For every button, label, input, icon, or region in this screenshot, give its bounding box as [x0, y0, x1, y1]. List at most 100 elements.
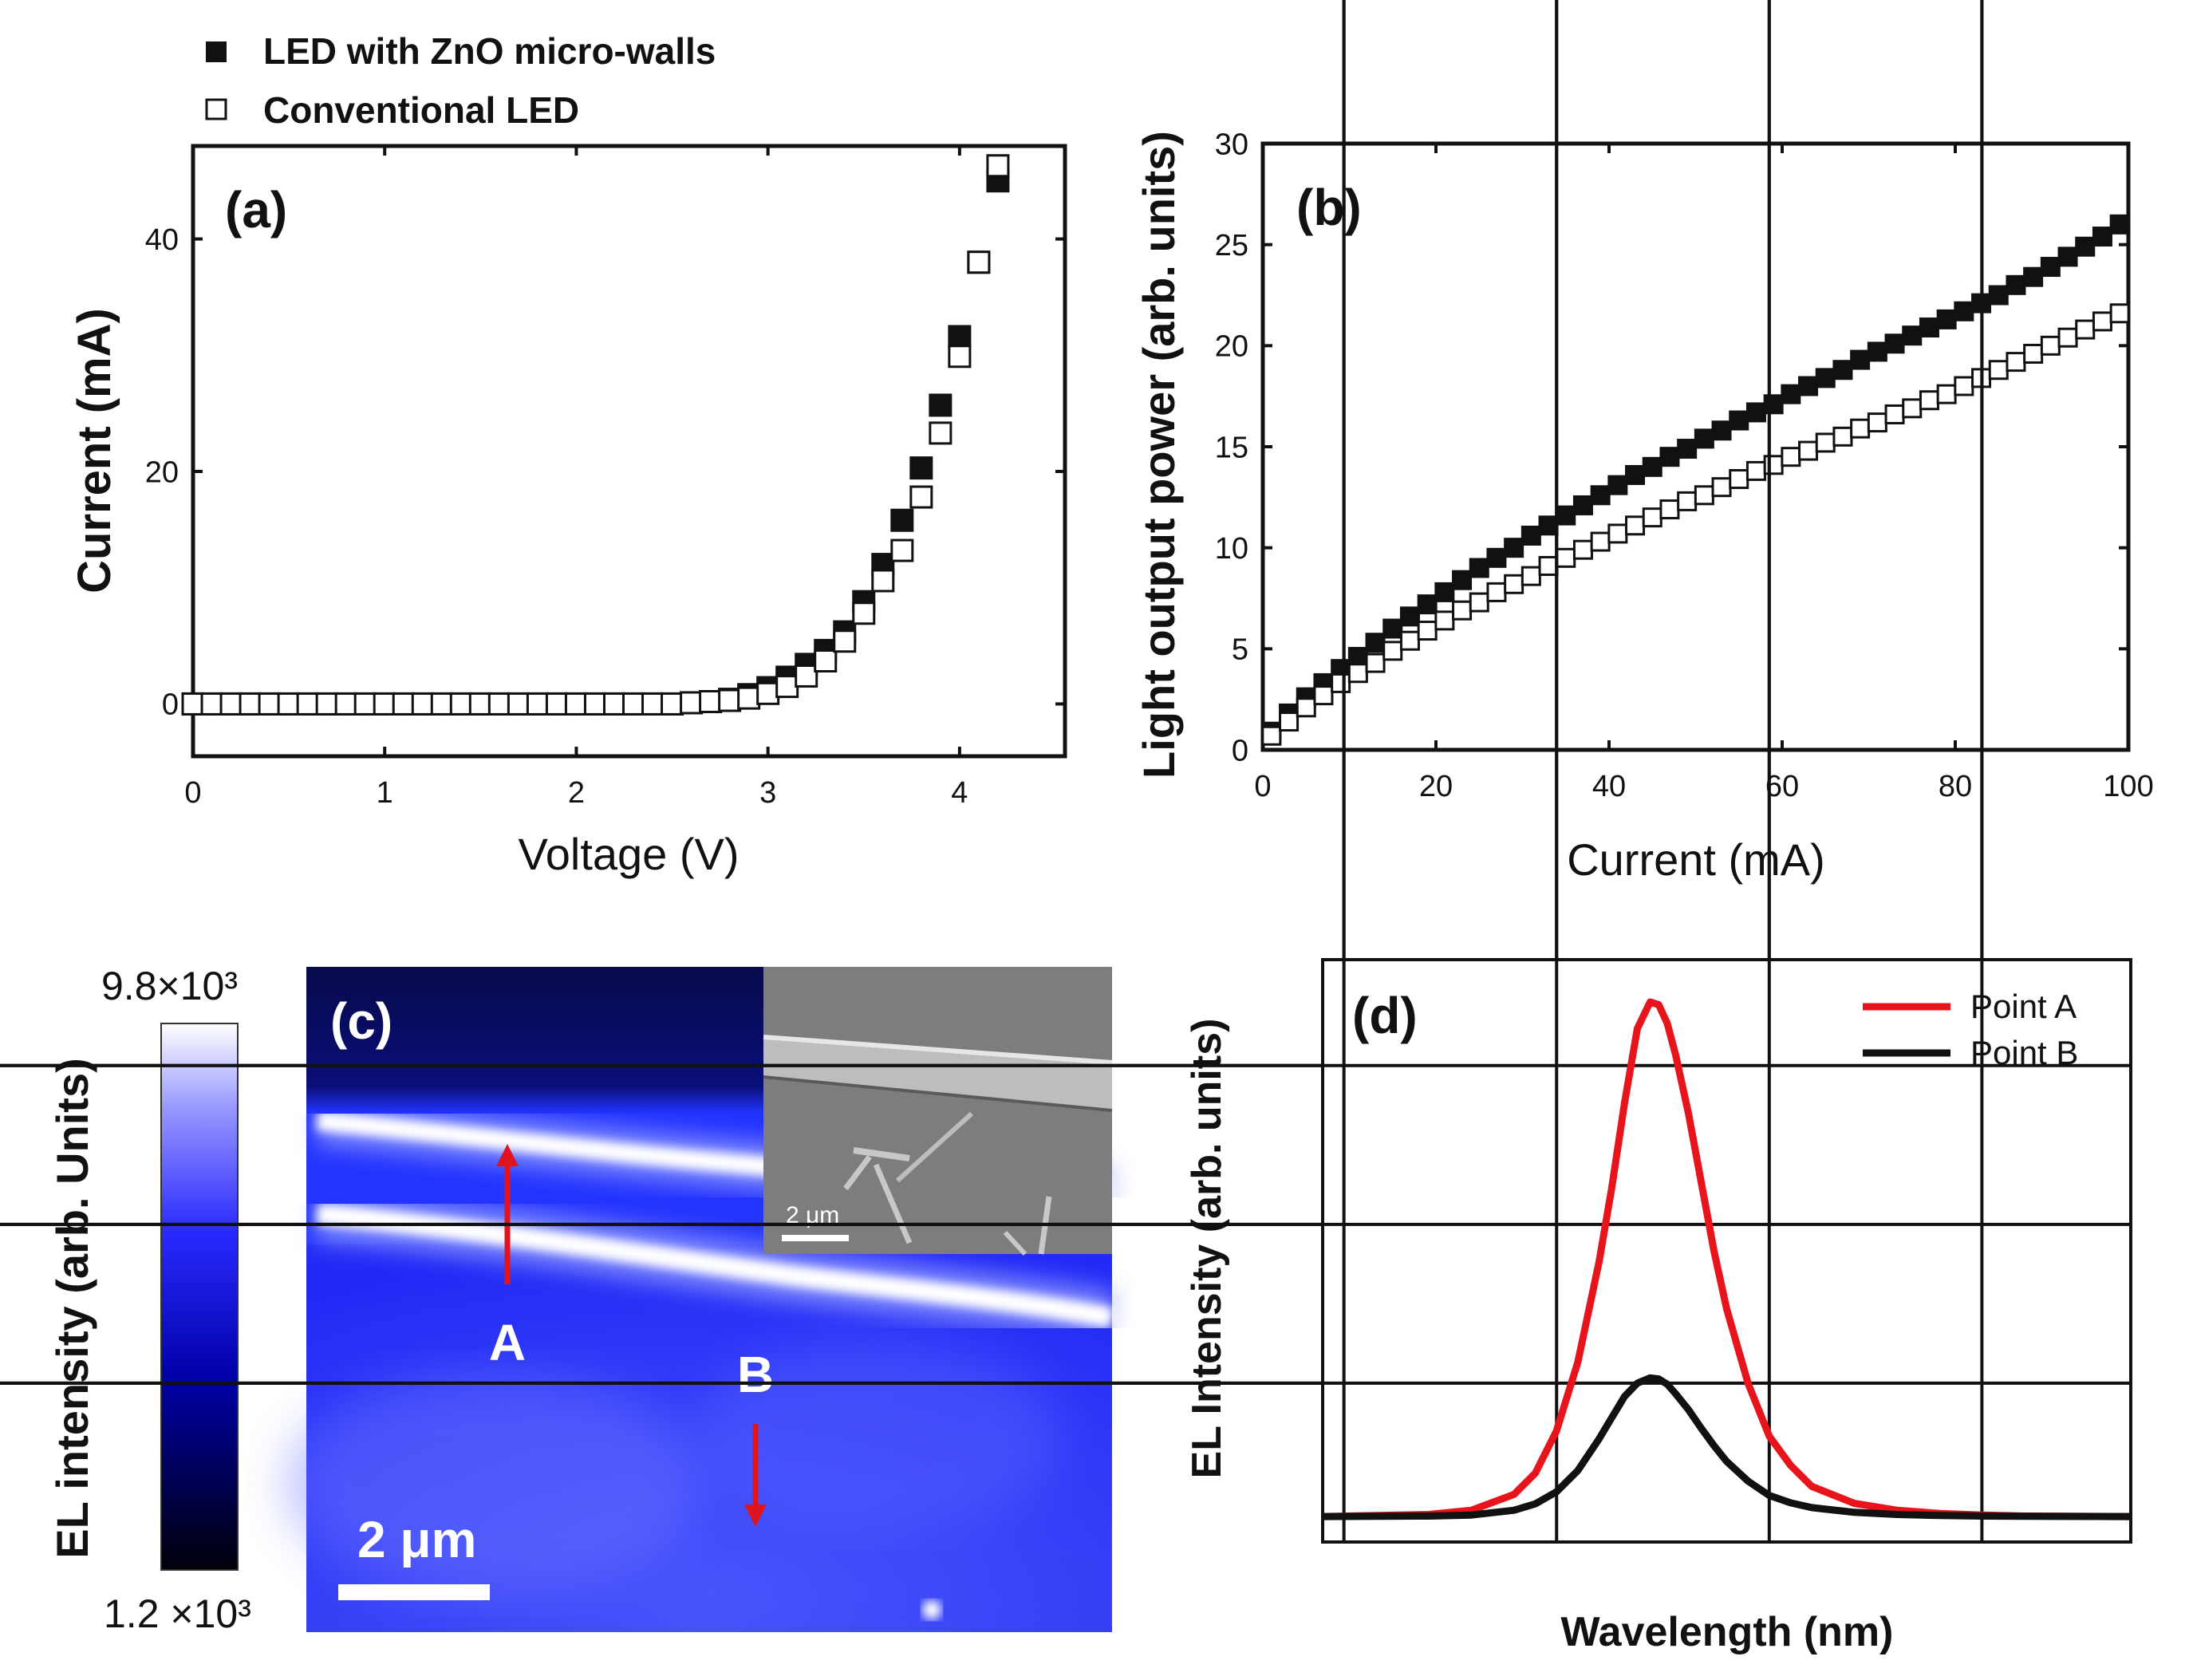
y-tick-label: 0 [162, 688, 179, 722]
point-zno [1850, 349, 1871, 370]
point-conventional [1745, 460, 1766, 481]
point-conventional [929, 421, 953, 445]
point-conventional [1677, 491, 1698, 511]
el-map-wall-lower [316, 1204, 1114, 1328]
point-conventional [487, 692, 511, 716]
sem-inset-rod-4 [895, 1111, 974, 1183]
point-zno [1988, 285, 2009, 306]
sem-inset-rod-3 [873, 1163, 913, 1244]
point-conventional [468, 692, 492, 716]
point-zno [1520, 525, 1541, 546]
x-tick-label: 40 [1592, 770, 1626, 803]
sem-inset-scalebar [782, 1235, 849, 1241]
point-conventional [296, 692, 320, 716]
point-zno [2023, 266, 2044, 287]
point-conventional [219, 692, 243, 716]
point-zno [1642, 456, 1662, 477]
point-conventional [775, 675, 799, 699]
point-conventional [1902, 398, 1923, 419]
point-zno [1884, 333, 1905, 354]
point-zno [1538, 515, 1559, 536]
point-conventional [718, 688, 742, 712]
point-zno [1347, 646, 1368, 667]
panel-a-frame [191, 144, 1067, 759]
point-conventional [2075, 319, 2096, 340]
point-conventional [699, 690, 723, 714]
colorbar-min-label: 1.2 ×10³ [104, 1591, 251, 1636]
point-zno [2040, 257, 2061, 278]
point-conventional [507, 692, 530, 716]
legend-marker-open [205, 98, 227, 120]
point-conventional [1867, 412, 1887, 433]
point-conventional [602, 692, 626, 716]
y-tick-label: 20 [145, 455, 179, 489]
point-conventional [1331, 672, 1351, 693]
x-tick-label: 4 [951, 776, 968, 810]
x-tick-label: 0 [184, 776, 201, 810]
point-conventional [1572, 539, 1593, 560]
panel-d-lines [1322, 998, 2132, 1520]
point-zno [1469, 558, 1489, 578]
point-zno [1815, 368, 1836, 388]
y-tick-label: 0 [1232, 734, 1248, 767]
panel-a-ylabel: Current (mA) [69, 308, 120, 594]
point-conventional [564, 692, 588, 716]
point-conventional [1382, 641, 1403, 661]
point-conventional [1884, 404, 1905, 424]
point-zno [1607, 475, 1628, 495]
label-point-a: A [489, 1314, 526, 1371]
point-zno [1556, 505, 1576, 526]
point-conventional [909, 485, 933, 509]
panel-d-legend: Point A Point B [1863, 988, 2078, 1071]
point-conventional [526, 692, 550, 716]
point-conventional [680, 691, 704, 715]
y-tick-label: 10 [1215, 532, 1248, 566]
series-line-point-a [1322, 998, 2132, 1520]
point-zno [1867, 341, 1887, 362]
panel-d-ticks: 400450500550300060009000 [0, 0, 2131, 1542]
panel-a-xlabel: Voltage (V) [518, 829, 739, 879]
point-conventional [1538, 555, 1559, 576]
panel-b-xlabel: Current (mA) [1567, 834, 1825, 885]
point-conventional [1452, 600, 1473, 621]
x-tick-label: 500 [1758, 0, 1780, 3]
point-conventional [2057, 327, 2078, 348]
point-conventional [1781, 447, 1801, 467]
point-zno [1798, 376, 1819, 396]
point-conventional [814, 649, 838, 673]
point-conventional [1590, 531, 1611, 552]
point-zno [1832, 360, 1853, 381]
point-conventional [833, 629, 857, 653]
y-tick-label: 15 [1215, 431, 1248, 464]
x-tick-label: 450 [1546, 0, 1568, 3]
point-zno [2109, 214, 2130, 235]
point-conventional [392, 692, 416, 716]
sem-inset-rod-6 [1003, 1230, 1027, 1256]
point-conventional [890, 538, 914, 562]
point-conventional [1729, 469, 1749, 490]
point-conventional [1642, 507, 1662, 528]
sem-inset-wall-edge-lower [763, 1075, 1113, 1112]
y-tick-label: 20 [1215, 330, 1248, 364]
panel-a-points [181, 154, 1010, 716]
point-conventional [334, 692, 358, 716]
point-zno [1625, 464, 1646, 485]
panel-c-tag: (c) [330, 992, 392, 1050]
point-conventional [181, 692, 205, 716]
point-conventional [1815, 432, 1836, 453]
point-conventional [1434, 610, 1455, 631]
point-conventional [545, 692, 569, 716]
point-conventional [1556, 547, 1576, 568]
point-conventional [1763, 455, 1784, 475]
y-tick-label: 25 [1215, 229, 1248, 262]
point-zno [1417, 594, 1438, 615]
panel-d: 400450500550300060009000 (d) Point A Poi… [0, 0, 2132, 1655]
point-conventional [1798, 440, 1819, 461]
point-zno [1711, 420, 1732, 441]
point-conventional [1313, 685, 1334, 706]
el-map-haze [287, 1372, 702, 1595]
scalebar [338, 1584, 490, 1600]
point-conventional [2109, 303, 2130, 324]
point-conventional [1850, 418, 1871, 439]
